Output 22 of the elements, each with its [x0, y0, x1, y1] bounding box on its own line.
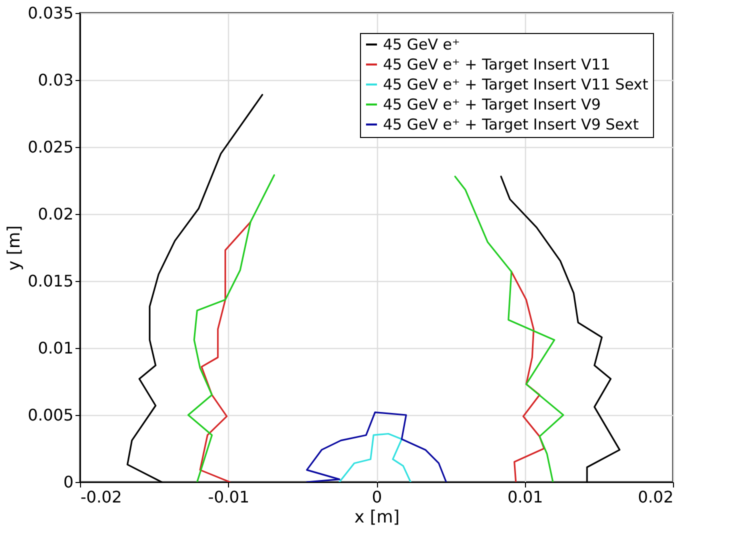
y-tick-label: 0.02 — [38, 204, 74, 224]
line-series — [338, 432, 412, 482]
x-tick-label: -0.01 — [208, 488, 250, 506]
y-tick-label: 0.01 — [38, 338, 74, 358]
legend-label: 45 GeV e⁺ + Target Insert V9 — [383, 96, 601, 114]
y-tick-label: 0.03 — [38, 70, 74, 90]
line-series — [306, 412, 447, 482]
legend-label: 45 GeV e⁺ + Target Insert V9 Sext — [383, 116, 639, 134]
x-tick-label: 0 — [372, 488, 382, 506]
y-axis-title: y [m] — [4, 225, 25, 271]
y-tick-label: 0.035 — [28, 4, 74, 22]
y-tick-label: 0.015 — [28, 272, 74, 290]
x-tick-label: 0.01 — [507, 488, 544, 506]
legend-label: 45 GeV e⁺ + Target Insert V11 Sext — [383, 76, 648, 94]
x-tick-label: 0.02 — [638, 488, 674, 506]
legend-label: 45 GeV e⁺ — [383, 36, 460, 54]
x-tick-label: -0.02 — [80, 488, 122, 506]
x-axis-title: x [m] — [354, 508, 400, 528]
y-tick-label: 0.025 — [28, 138, 74, 156]
y-tick-label: 0 — [63, 472, 74, 492]
y-tick-label: 0.005 — [28, 406, 74, 424]
legend-label: 45 GeV e⁺ + Target Insert V11 — [383, 56, 610, 74]
